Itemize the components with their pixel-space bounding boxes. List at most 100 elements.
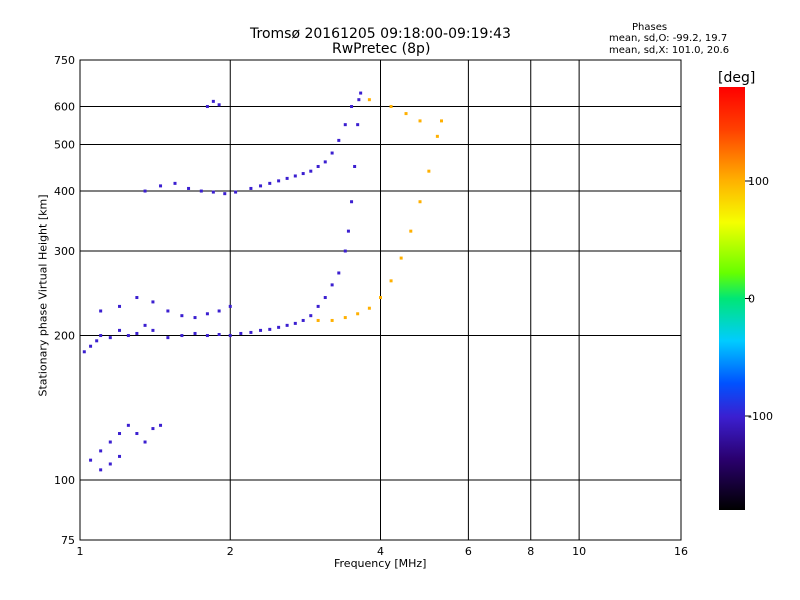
data-point <box>135 296 139 300</box>
data-point <box>99 449 103 453</box>
colorbar-tick-label: 100 <box>748 175 769 188</box>
data-point <box>211 190 215 194</box>
colorbar-ticks: 100 0 -100 <box>745 175 773 423</box>
phase-stats-o: mean, sd,O: -99.2, 19.7 <box>609 33 728 44</box>
colorbar-label: [deg] <box>718 70 756 86</box>
data-point <box>159 423 163 427</box>
y-tick-label: 600 <box>54 101 75 114</box>
chart-subtitle: RwPretec (8p) <box>332 41 431 57</box>
data-point <box>135 432 139 436</box>
data-point <box>166 336 170 340</box>
data-point <box>357 98 361 102</box>
data-point <box>316 304 320 308</box>
colorbar-tick-label: 0 <box>748 293 755 306</box>
data-point <box>301 172 305 176</box>
data-point <box>217 332 221 336</box>
data-point <box>205 334 209 338</box>
data-point <box>330 318 334 322</box>
x-axis-label: Frequency [MHz] <box>334 557 427 570</box>
data-point <box>118 304 122 308</box>
data-point <box>143 189 147 193</box>
data-point <box>359 91 363 95</box>
x-tick-label: 2 <box>227 545 234 558</box>
y-tick-label: 300 <box>54 245 75 258</box>
data-point <box>350 200 354 204</box>
data-point <box>404 112 408 116</box>
data-point <box>343 316 347 320</box>
data-point <box>346 229 350 233</box>
data-point <box>82 350 86 354</box>
data-point <box>193 316 197 320</box>
data-point <box>151 300 155 304</box>
data-point <box>180 314 184 318</box>
plot-frame <box>79 59 682 541</box>
data-point <box>118 328 122 332</box>
data-point <box>228 334 232 338</box>
x-axis-ticks: 1 2 4 6 8 10 16 <box>77 545 689 558</box>
data-point <box>126 423 130 427</box>
data-point <box>337 138 341 142</box>
data-point <box>187 186 191 190</box>
data-point <box>180 334 184 338</box>
data-point <box>330 283 334 287</box>
data-point <box>199 189 203 193</box>
data-point <box>99 334 103 338</box>
data-point <box>389 279 393 283</box>
data-point <box>259 184 263 188</box>
data-point <box>316 164 320 168</box>
data-point <box>309 169 313 173</box>
data-point <box>285 176 289 180</box>
data-point <box>277 179 281 183</box>
phase-stats-heading: Phases <box>632 22 668 33</box>
data-point <box>285 323 289 327</box>
data-point <box>89 458 93 462</box>
data-point <box>353 164 357 168</box>
data-point <box>126 334 130 338</box>
y-tick-label: 200 <box>54 330 75 343</box>
data-point <box>350 105 354 109</box>
data-point <box>217 309 221 313</box>
data-point <box>223 192 227 196</box>
x-tick-label: 6 <box>465 545 472 558</box>
y-tick-label: 400 <box>54 185 75 198</box>
data-point <box>89 344 93 348</box>
phase-stats-x: mean, sd,X: 101.0, 20.6 <box>609 45 730 56</box>
data-point <box>277 325 281 329</box>
colorbar <box>719 87 745 510</box>
colorbar-tick-label: -100 <box>748 410 773 423</box>
data-point <box>166 309 170 313</box>
data-point <box>249 186 253 190</box>
data-point <box>367 98 371 102</box>
data-point <box>389 105 393 109</box>
data-point <box>367 306 371 310</box>
data-point <box>427 169 431 173</box>
data-point <box>259 328 263 332</box>
x-tick-label: 10 <box>572 545 586 558</box>
data-point <box>118 432 122 436</box>
data-point <box>399 256 403 260</box>
y-tick-label: 750 <box>54 54 75 67</box>
data-point <box>143 323 147 327</box>
data-point <box>193 331 197 335</box>
x-tick-label: 16 <box>674 545 688 558</box>
data-point <box>379 296 382 300</box>
data-point <box>118 454 122 458</box>
data-point <box>309 314 313 318</box>
data-point <box>418 200 422 204</box>
data-point <box>151 427 155 431</box>
data-point <box>301 318 305 322</box>
y-axis-label: Stationary phase Virtual Height [km] <box>36 194 50 397</box>
data-point <box>293 174 297 178</box>
data-point <box>249 330 253 334</box>
data-point <box>205 105 209 109</box>
data-point <box>159 184 163 188</box>
data-point <box>135 331 139 335</box>
data-point <box>99 468 103 472</box>
x-tick-label: 1 <box>77 545 84 558</box>
data-point <box>151 328 155 332</box>
data-point <box>409 229 413 233</box>
data-point <box>108 462 112 466</box>
data-point <box>323 160 327 164</box>
data-point <box>108 440 112 444</box>
x-tick-label: 8 <box>527 545 534 558</box>
